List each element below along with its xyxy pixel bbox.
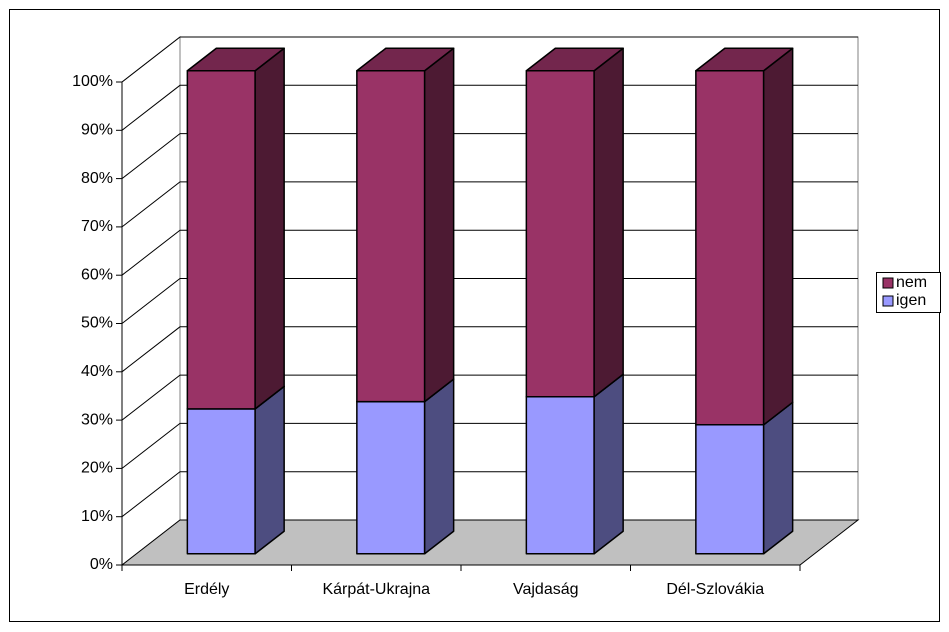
bar-side (762, 401, 794, 555)
bar-side (593, 47, 624, 398)
y-tick-label: 70% (81, 218, 113, 235)
bar-front (525, 396, 595, 555)
bar-side (254, 47, 285, 410)
y-tick-label: 50% (81, 315, 113, 332)
x-tick-label: Erdély (184, 581, 229, 598)
bar-side (254, 385, 285, 555)
y-tick-label: 80% (81, 170, 113, 187)
grid-line (121, 278, 858, 324)
y-tick-label: 100% (72, 73, 113, 90)
bar-front (186, 408, 256, 555)
grid-line (121, 181, 858, 228)
grid-line (121, 133, 858, 179)
x-tick-label: Vajdaság (513, 581, 579, 598)
legend-label: nem (896, 274, 927, 291)
y-tick-label: 40% (81, 363, 113, 380)
grid-line (121, 374, 858, 421)
bar-front (525, 70, 595, 398)
bar-front (695, 424, 765, 555)
y-tick-label: 20% (81, 460, 113, 477)
y-tick-label: 10% (81, 508, 113, 525)
grid-line (121, 84, 858, 131)
legend-swatch (882, 295, 894, 307)
x-tick-label: Kárpát-Ukrajna (322, 581, 430, 598)
y-tick-label: 0% (90, 556, 113, 573)
bar-side (593, 373, 624, 555)
bar-front (356, 400, 426, 555)
bar-front (186, 70, 256, 410)
bar-top (186, 47, 285, 72)
grid-line (121, 422, 858, 469)
grid-line (121, 471, 858, 518)
grid-line (121, 36, 858, 83)
bar-side (423, 47, 455, 403)
legend-swatch (882, 277, 894, 289)
bar-top (356, 47, 455, 72)
x-tick-label: Dél-Szlovákia (666, 581, 764, 598)
legend-label: igen (896, 292, 926, 309)
bar-top (695, 47, 794, 72)
grid-line (121, 229, 858, 276)
bar-front (356, 70, 426, 403)
bar-side (762, 47, 794, 426)
y-tick-label: 60% (81, 266, 113, 283)
bar-top (525, 47, 624, 72)
y-tick-label: 90% (81, 122, 113, 139)
bar-front (695, 70, 765, 426)
bar-side (423, 378, 455, 555)
grid-line (121, 326, 858, 373)
y-tick-label: 30% (81, 411, 113, 428)
